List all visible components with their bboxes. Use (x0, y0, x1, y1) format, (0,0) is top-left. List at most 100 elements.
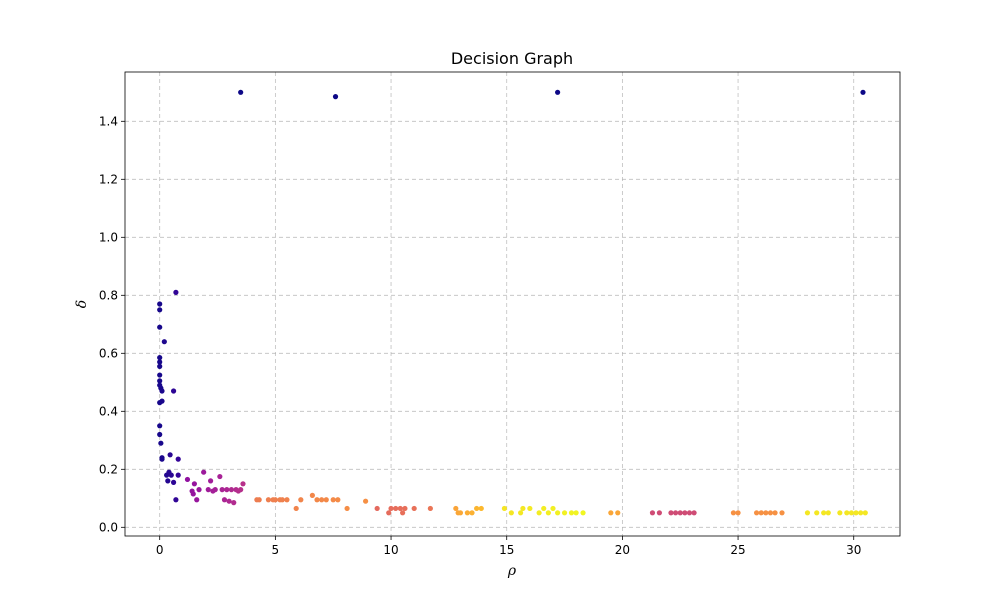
data-point (411, 505, 417, 512)
data-point (157, 378, 163, 384)
data-point (217, 473, 223, 480)
data-point (550, 505, 556, 512)
data-point (265, 497, 272, 503)
data-point (165, 478, 171, 484)
data-point (238, 89, 244, 95)
data-point (400, 510, 406, 516)
data-point (580, 510, 586, 516)
y-tick-label: 0.6 (99, 346, 118, 360)
data-point (555, 89, 561, 95)
data-point (314, 497, 320, 503)
data-point (157, 363, 163, 369)
data-point (157, 431, 163, 438)
data-point (541, 505, 547, 512)
data-point (568, 510, 575, 516)
data-point (256, 497, 262, 503)
data-point (573, 510, 579, 516)
data-point (393, 505, 399, 512)
data-point (862, 510, 868, 516)
data-point (167, 452, 173, 458)
data-point (175, 472, 181, 478)
x-tick-label: 5 (272, 543, 280, 557)
y-tick-label: 0.2 (99, 462, 118, 476)
data-point (205, 487, 211, 493)
y-axis-label: δ (74, 300, 90, 308)
data-point (293, 505, 299, 512)
data-point (673, 510, 679, 516)
data-point (388, 505, 394, 512)
data-point (536, 510, 542, 516)
data-point (240, 481, 246, 487)
y-tick-label: 1.4 (99, 114, 118, 128)
data-point (474, 505, 480, 512)
y-tick-label: 1.2 (99, 172, 118, 186)
x-tick-label: 20 (615, 543, 630, 557)
data-point (804, 510, 811, 516)
data-point (228, 487, 235, 493)
data-point (677, 510, 683, 516)
x-tick-label: 0 (156, 543, 164, 557)
data-point (231, 500, 237, 506)
data-point (825, 510, 831, 516)
data-point (161, 339, 167, 345)
data-point (238, 487, 244, 493)
data-point (344, 505, 350, 512)
data-point (478, 505, 484, 512)
data-point (464, 510, 470, 516)
data-point (555, 510, 561, 516)
data-point (279, 497, 285, 503)
data-point (190, 491, 196, 497)
data-point (772, 510, 778, 516)
data-point (157, 372, 163, 378)
data-point (191, 481, 197, 487)
data-point (224, 487, 230, 493)
x-tick-label: 10 (383, 543, 398, 557)
data-point (194, 497, 200, 503)
x-axis-label: ρ (507, 563, 517, 579)
data-point (212, 487, 218, 493)
chart-title: Decision Graph (451, 49, 573, 68)
data-point (319, 497, 325, 503)
data-point (284, 497, 290, 503)
data-point (170, 388, 177, 394)
data-point (686, 510, 693, 516)
data-points (157, 89, 868, 516)
data-point (518, 510, 524, 516)
data-point (173, 497, 179, 503)
data-point (374, 505, 380, 512)
data-point (201, 469, 207, 475)
data-point (298, 497, 304, 503)
data-point (170, 479, 177, 485)
data-point (427, 505, 433, 512)
data-point (520, 505, 526, 512)
x-tick-label: 25 (730, 543, 745, 557)
data-point (208, 478, 214, 484)
data-point (753, 510, 760, 516)
data-point (615, 510, 621, 516)
data-point (157, 359, 163, 365)
data-point (157, 301, 163, 307)
data-point (175, 456, 181, 462)
data-point (821, 510, 827, 516)
data-point (814, 510, 820, 516)
data-point (157, 355, 163, 361)
data-point (332, 94, 339, 100)
data-point (668, 510, 674, 516)
data-point (545, 510, 551, 516)
data-point (656, 510, 663, 516)
data-point (168, 472, 174, 478)
data-point (767, 510, 774, 516)
data-point (469, 510, 475, 516)
data-point (323, 497, 329, 503)
data-point (457, 510, 464, 516)
data-point (157, 400, 163, 406)
data-point (309, 492, 315, 498)
data-point (226, 498, 232, 504)
axis-ticks: 0 5 10 15 20 25 30 0.0 0.2 0.4 0.6 0.8 1.0 1.2 1.4 (99, 114, 861, 557)
data-point (157, 307, 163, 313)
data-point (691, 510, 697, 516)
plot-frame (124, 71, 901, 537)
data-point (735, 510, 741, 516)
